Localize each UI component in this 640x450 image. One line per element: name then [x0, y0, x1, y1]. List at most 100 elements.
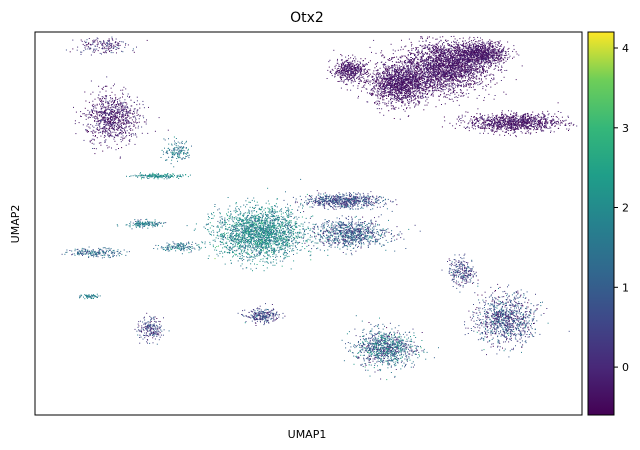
data-point [438, 54, 440, 56]
data-point [411, 100, 413, 101]
data-point [490, 51, 491, 53]
data-point [453, 65, 455, 67]
data-point [398, 107, 400, 109]
data-point [477, 82, 479, 84]
data-point [385, 81, 387, 83]
data-point [447, 64, 449, 66]
data-point [382, 54, 384, 56]
data-point [473, 68, 475, 69]
data-point [448, 44, 450, 46]
data-point [395, 89, 397, 91]
data-point [428, 44, 430, 46]
data-point [451, 74, 453, 75]
data-point [398, 82, 400, 84]
data-point [423, 60, 425, 62]
data-point [408, 87, 410, 89]
data-point [442, 63, 444, 64]
data-point [452, 65, 454, 67]
data-point [421, 55, 423, 57]
data-point [408, 96, 410, 98]
data-point [420, 58, 422, 60]
data-point [422, 45, 424, 47]
data-point [442, 36, 444, 38]
data-point [385, 68, 386, 70]
data-point [416, 72, 418, 74]
data-point [401, 92, 403, 94]
data-point [454, 78, 456, 80]
data-point [490, 50, 491, 52]
data-point [453, 47, 455, 49]
data-point [410, 78, 412, 80]
data-point [452, 54, 454, 56]
data-point [425, 40, 427, 42]
data-point [415, 71, 417, 73]
data-point [446, 57, 448, 59]
data-point [442, 85, 444, 87]
data-point [450, 70, 452, 72]
data-point [468, 93, 470, 94]
data-point [451, 50, 452, 52]
data-point [453, 69, 455, 71]
data-point [432, 44, 434, 46]
data-point [459, 51, 461, 53]
data-point [483, 59, 485, 61]
data-point [415, 95, 417, 97]
data-point [455, 41, 457, 43]
data-point [375, 101, 377, 103]
data-point [376, 89, 378, 91]
data-point [437, 71, 439, 73]
data-point [463, 54, 465, 56]
data-point [402, 77, 404, 79]
data-point [465, 47, 467, 49]
data-point [436, 90, 438, 92]
data-point [355, 74, 357, 76]
data-point [488, 57, 490, 59]
data-point [455, 84, 457, 86]
data-point [448, 50, 450, 52]
data-point [480, 48, 481, 49]
data-point [440, 54, 442, 56]
data-point [457, 63, 459, 65]
data-point [384, 89, 385, 91]
data-point [415, 70, 417, 72]
data-point [457, 83, 459, 85]
data-point [436, 86, 438, 88]
data-point [418, 64, 420, 65]
data-point [473, 54, 474, 56]
data-point [385, 87, 387, 89]
data-point [416, 61, 418, 63]
data-point [441, 88, 443, 90]
data-point [446, 52, 448, 54]
data-point [380, 76, 382, 77]
data-point [407, 60, 409, 62]
data-point [424, 86, 426, 88]
data-point [377, 72, 379, 73]
data-point [453, 60, 455, 62]
data-point [451, 45, 452, 47]
data-point [470, 54, 472, 56]
data-point [473, 56, 475, 58]
data-point [445, 84, 447, 86]
data-point [480, 71, 482, 73]
data-point [493, 50, 495, 52]
data-point [429, 79, 431, 81]
data-point [380, 83, 382, 85]
data-point [500, 80, 502, 81]
data-point [391, 86, 393, 87]
data-point [448, 63, 449, 65]
data-point [411, 88, 413, 90]
data-point [394, 50, 396, 52]
data-point [450, 46, 452, 48]
data-point [438, 65, 440, 67]
data-point [455, 46, 457, 48]
data-point [442, 86, 444, 88]
data-point [466, 59, 468, 61]
data-point [494, 45, 496, 47]
data-point [440, 76, 442, 78]
data-point [403, 78, 404, 80]
data-point [453, 71, 454, 73]
data-point [416, 73, 418, 75]
data-point [393, 89, 395, 91]
data-point [447, 54, 448, 56]
data-point [465, 71, 467, 73]
